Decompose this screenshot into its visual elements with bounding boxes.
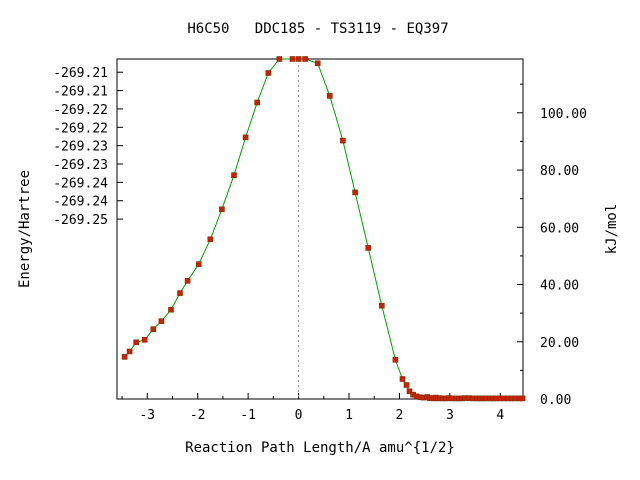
y-axis-label: Energy/Hartree <box>17 170 33 288</box>
x-tick-label: 1 <box>345 408 353 423</box>
y-tick-label: -269.22 <box>53 121 108 136</box>
data-point <box>378 302 385 309</box>
x-tick-label: 4 <box>496 408 504 423</box>
data-point <box>295 56 302 62</box>
data-point <box>141 336 148 343</box>
y2-axis-ticks: 100.00 80.00 60.00 40.00 20.00 0.00 <box>517 83 587 408</box>
data-point <box>352 189 358 196</box>
data-point <box>150 326 157 333</box>
y-tick-label: -269.21 <box>53 85 108 100</box>
y-tick-label: -269.23 <box>53 158 108 173</box>
data-point <box>254 99 260 106</box>
data-point <box>195 261 202 268</box>
data-point <box>519 395 526 402</box>
data-markers <box>121 56 526 402</box>
data-point <box>276 56 283 62</box>
y-tick-label: -269.24 <box>53 195 108 210</box>
data-point <box>314 60 321 67</box>
y2-tick-label: 80.00 <box>540 164 579 179</box>
x-tick-label: 0 <box>295 408 303 423</box>
y-tick-label: -269.24 <box>53 176 108 191</box>
x-tick-label: -2 <box>190 408 206 423</box>
data-point <box>207 236 214 243</box>
data-point <box>403 382 410 388</box>
data-point <box>158 318 165 325</box>
x-tick-label: -1 <box>240 408 256 423</box>
data-point <box>219 206 225 213</box>
x-tick-label: 2 <box>396 408 404 423</box>
data-point <box>126 348 133 355</box>
y2-tick-label: 0.00 <box>540 393 571 408</box>
data-point <box>392 356 399 363</box>
data-point <box>177 290 183 296</box>
data-point <box>133 339 139 346</box>
y2-tick-label: 100.00 <box>540 107 587 122</box>
data-point <box>265 70 272 76</box>
y-tick-label: -269.25 <box>53 213 108 228</box>
y2-tick-label: 40.00 <box>540 279 579 294</box>
y-axis-ticks: -269.21 -269.21 -269.22 -269.22 -269.23 -269.… <box>53 66 123 228</box>
data-point <box>242 134 249 141</box>
data-point <box>302 56 308 62</box>
data-point <box>184 277 191 284</box>
x-tick-label: -3 <box>139 408 155 423</box>
energy-curve <box>124 58 523 399</box>
y-tick-label: -269.22 <box>53 103 108 118</box>
data-point <box>326 93 333 99</box>
data-point <box>406 388 413 395</box>
y2-tick-label: 20.00 <box>540 336 579 351</box>
data-point <box>289 56 296 62</box>
y-tick-label: -269.21 <box>53 66 108 81</box>
y2-axis-label: kJ/mol <box>604 204 620 255</box>
x-tick-label: 3 <box>446 408 454 423</box>
data-point <box>168 306 174 313</box>
data-point <box>231 172 237 178</box>
data-point <box>340 137 346 144</box>
data-point <box>121 354 128 360</box>
data-point <box>399 376 406 382</box>
chart-title: H6C50 DDC185 - TS3119 - EQ397 <box>187 21 448 37</box>
data-point <box>365 245 372 251</box>
y-tick-label: -269.23 <box>53 140 108 155</box>
x-axis-label: Reaction Path Length/A amu^{1/2} <box>185 440 455 456</box>
plot-frame <box>116 58 524 400</box>
y2-tick-label: 60.00 <box>540 221 579 236</box>
